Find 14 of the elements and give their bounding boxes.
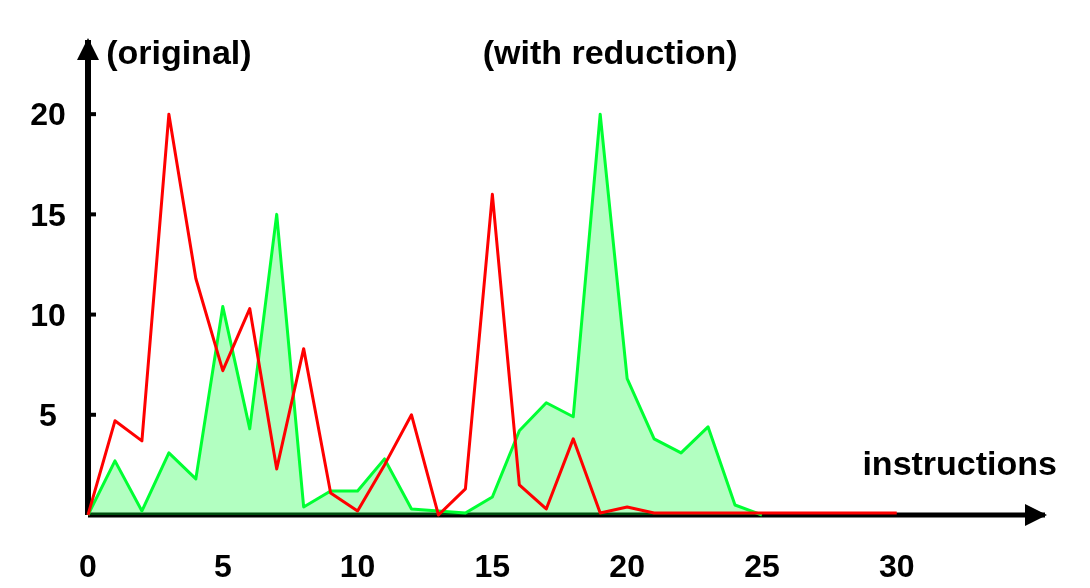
x-tick-label: 15 xyxy=(474,548,511,584)
series-label: (original) xyxy=(106,33,252,72)
series-label: (with reduction) xyxy=(482,33,738,72)
x-tick-label: 5 xyxy=(213,548,232,584)
x-tick-label: 10 xyxy=(339,548,376,584)
x-tick-label: 30 xyxy=(878,548,915,584)
x-axis-title: instructions xyxy=(862,444,1057,482)
y-tick-label: 10 xyxy=(30,296,66,333)
x-tick-label: 0 xyxy=(79,548,97,584)
y-tick-label: 5 xyxy=(39,396,57,433)
x-tick-label: 25 xyxy=(744,548,780,584)
y-tick-label: 20 xyxy=(30,96,66,133)
y-tick-label: 15 xyxy=(30,196,66,233)
x-tick-label: 20 xyxy=(609,548,645,584)
